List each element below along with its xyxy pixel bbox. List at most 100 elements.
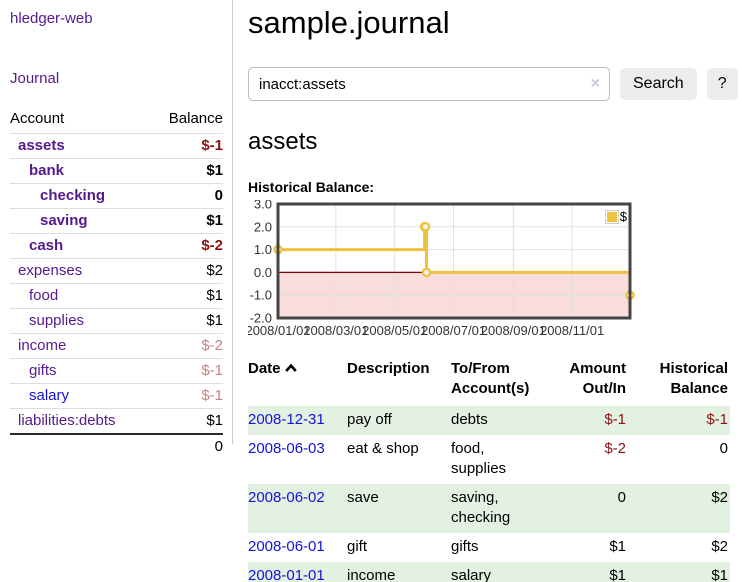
balance-cell: $2 (711, 538, 728, 555)
balance-cell: $-1 (706, 411, 728, 428)
account-balance: $1 (206, 212, 223, 229)
account-link[interactable]: assets (18, 137, 65, 154)
sidebar-account-row: saving $1 (10, 209, 223, 234)
account-balance: $-1 (201, 362, 223, 379)
account-link[interactable]: checking (40, 187, 106, 204)
amount-cell: $1 (609, 538, 626, 555)
sidebar-account-row: assets $-1 (10, 134, 223, 159)
date-header[interactable]: Date (248, 357, 347, 406)
sidebar-item-journal[interactable]: Journal (10, 70, 60, 87)
description-cell: eat & shop (347, 440, 419, 457)
sidebar-account-row: expenses $2 (10, 259, 223, 284)
historical-balance-chart: 3.0 2.0 1.0 0.0 -1.0 -2.0 2008/01/01 2008/03/01… (245, 197, 640, 340)
x-axis-tick-label: 2008/09/01 (481, 323, 546, 338)
accounts-cell: gifts (451, 538, 479, 555)
balance-column-header: Balance (168, 110, 223, 127)
account-link[interactable]: salary (29, 387, 70, 404)
plot-border (276, 202, 632, 320)
transaction-row: 2008-06-02 save saving, checking 0 $2 (248, 484, 730, 533)
search-input[interactable] (248, 67, 610, 101)
account-link[interactable]: gifts (29, 362, 57, 379)
register-header-row: Date Description To/From Account(s) Amou… (248, 357, 730, 406)
balance-cell: $2 (711, 489, 728, 506)
account-link[interactable]: cash (29, 237, 64, 254)
account-balance: $1 (206, 162, 223, 179)
account-link[interactable]: liabilities:debts (18, 412, 116, 429)
transaction-row: 2008-06-03 eat & shop food, supplies $-2 0 (248, 435, 730, 484)
transaction-date-link[interactable]: 2008-01-01 (248, 567, 325, 582)
sidebar-account-row: gifts $-1 (10, 359, 223, 384)
account-link[interactable]: bank (29, 162, 65, 179)
x-axis-tick-label: 2008/03/01 (303, 323, 368, 338)
date-cell: 2008-06-01 (248, 533, 347, 562)
account-balance-table: Account Balance assets $-1 bank $1 checking 0… (10, 107, 223, 458)
x-axis-tick-label: 2008/01/01 (248, 323, 311, 338)
account-balance: $-2 (201, 237, 223, 254)
sort-ascending-icon (284, 363, 297, 372)
x-axis-tick-label: 2008/05/01 (362, 323, 427, 338)
y-axis-tick-label: 0.0 (254, 265, 272, 280)
account-balance: 0 (214, 187, 223, 204)
account-balance: $1 (206, 312, 223, 329)
balance-cell: $1 (711, 567, 728, 582)
account-balance: $2 (206, 262, 223, 279)
clear-search-icon[interactable]: × (590, 75, 600, 92)
amount-cell: $1 (609, 567, 626, 582)
account-balance: $1 (206, 287, 223, 304)
account-balance: $-1 (201, 137, 223, 154)
accounts-header: To/From Account(s) (451, 360, 530, 397)
page-title: sample.journal (248, 5, 450, 40)
account-heading: assets (248, 128, 318, 155)
transaction-row: 2008-01-01 income salary $1 $1 (248, 562, 730, 582)
account-link[interactable]: income (18, 337, 67, 354)
amount-cell: 0 (617, 489, 626, 506)
transaction-date-link[interactable]: 2008-06-01 (248, 538, 325, 555)
description-cell: pay off (347, 411, 392, 428)
y-axis-tick-label: -2.0 (250, 311, 272, 326)
description-cell: save (347, 489, 379, 506)
search-button[interactable]: Search (620, 68, 697, 100)
account-link[interactable]: supplies (29, 312, 85, 329)
sidebar-account-row: checking 0 (10, 184, 223, 209)
transaction-date-link[interactable]: 2008-06-03 (248, 440, 325, 457)
legend-swatch-border (604, 209, 619, 224)
accounts-cell: saving, checking (451, 489, 511, 526)
account-balance: $-2 (201, 337, 223, 354)
date-cell: 2008-06-03 (248, 435, 347, 484)
sidebar: hledger-web Journal Account Balance asse… (0, 0, 233, 455)
chart-canvas: 3.0 2.0 1.0 0.0 -1.0 -2.02008/01/012008/03/01… (245, 197, 635, 338)
sidebar-account-row: liabilities:debts $1 (10, 409, 223, 433)
account-link[interactable]: expenses (18, 262, 83, 279)
account-link[interactable]: saving (40, 212, 88, 229)
transaction-date-link[interactable]: 2008-06-02 (248, 489, 325, 506)
account-column-header: Account (10, 110, 65, 127)
main-content: sample.journal × Search ? assets Histori… (233, 0, 742, 582)
chart-legend: $ (604, 209, 627, 224)
app-title-link[interactable]: hledger-web (10, 10, 93, 27)
sidebar-account-row: income $-2 (10, 334, 223, 359)
transaction-date-link[interactable]: 2008-12-31 (248, 411, 325, 428)
data-point-marker (420, 221, 431, 232)
y-axis-tick-label: 1.0 (254, 242, 272, 257)
accounts-cell: debts (451, 411, 488, 428)
register-table: Date Description To/From Account(s) Amou… (248, 357, 730, 582)
date-cell: 2008-06-02 (248, 484, 347, 533)
account-link[interactable]: food (29, 287, 59, 304)
help-button[interactable]: ? (706, 68, 738, 100)
accounts-cell: food, supplies (451, 440, 507, 477)
amount-cell: $-1 (604, 411, 626, 428)
y-axis-tick-label: 2.0 (254, 219, 272, 234)
legend-swatch (606, 211, 617, 222)
y-axis-tick-label: -1.0 (250, 288, 272, 303)
balance-header: Historical Balance (659, 360, 728, 397)
description-cell: income (347, 567, 396, 582)
date-cell: 2008-01-01 (248, 562, 347, 582)
description-cell: gift (347, 538, 368, 555)
x-axis-tick-label: 2008/07/01 (421, 323, 486, 338)
date-cell: 2008-12-31 (248, 406, 347, 435)
sidebar-accounts: assets $-1 bank $1 checking 0 saving $1 cash $-2 e… (10, 134, 223, 433)
account-balance: $1 (206, 412, 223, 429)
search-box: × (248, 67, 610, 101)
sidebar-account-row: bank $1 (10, 159, 223, 184)
